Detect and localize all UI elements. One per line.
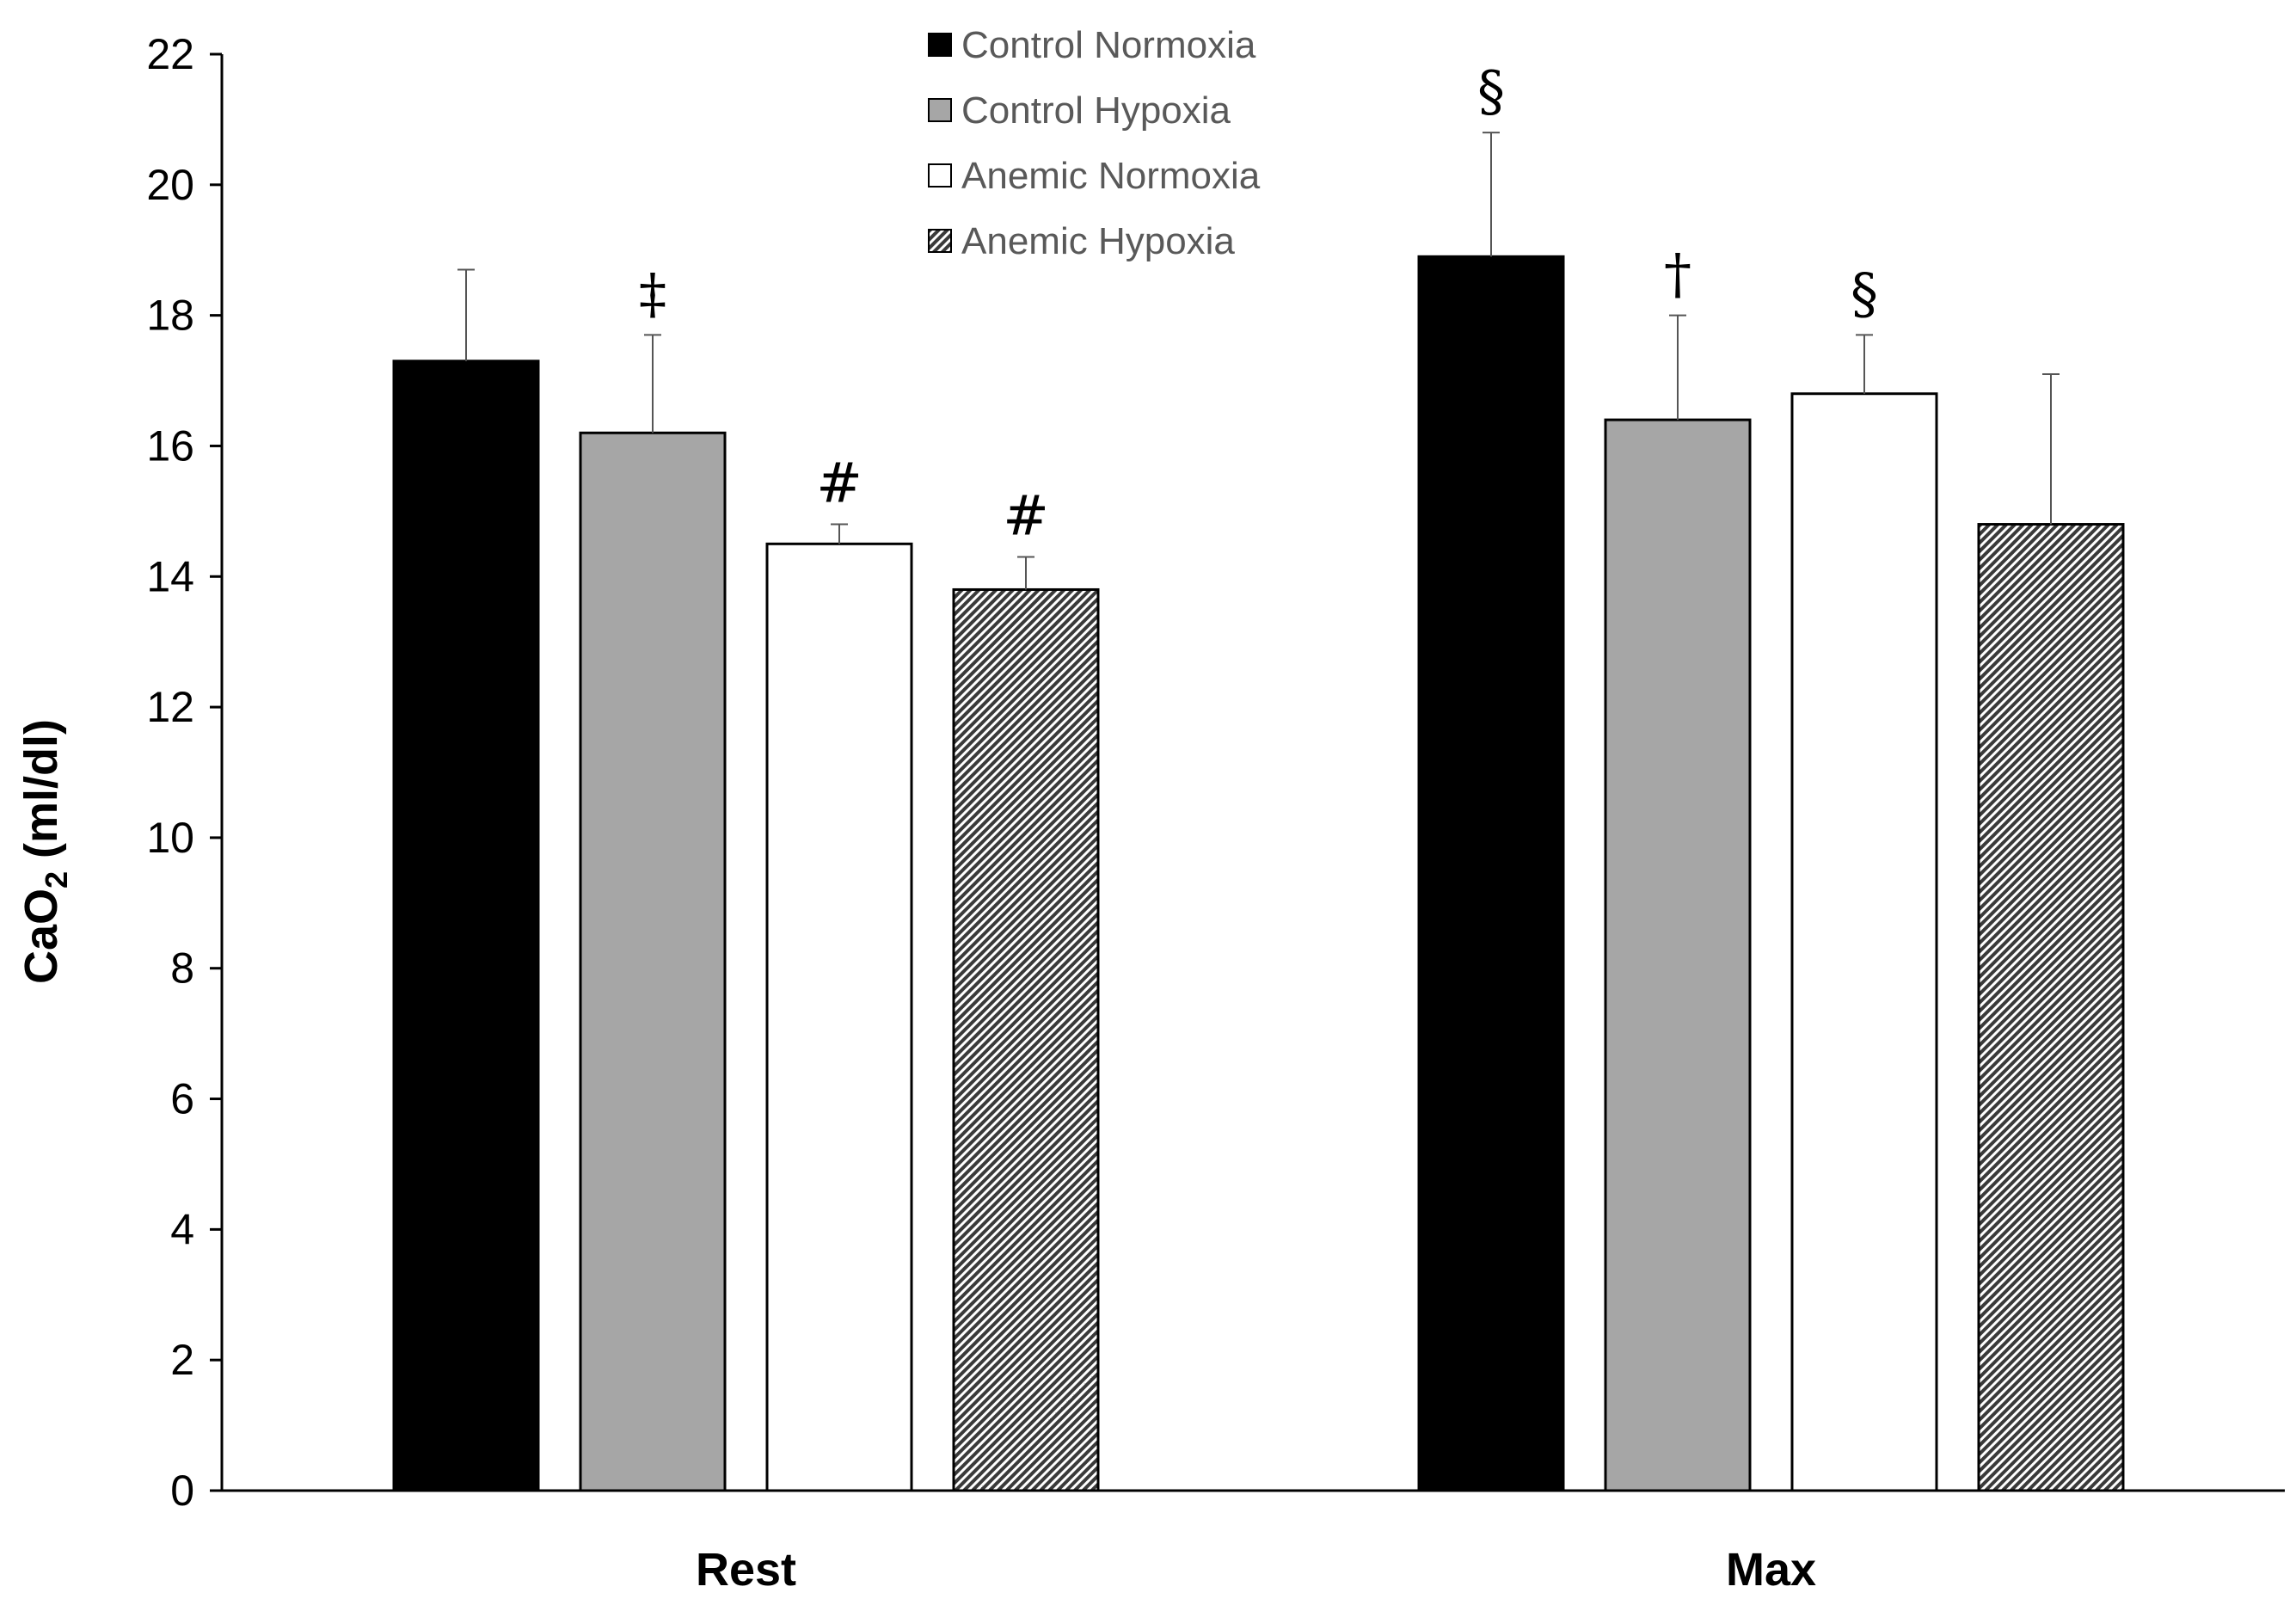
significance-mark: ‡: [639, 262, 666, 326]
legend-label-control-normoxia: Control Normoxia: [961, 24, 1256, 66]
y-tick-label: 6: [170, 1075, 194, 1123]
bar-control-normoxia-rest: [392, 360, 540, 1492]
bar-anemic-normoxia-max: [1790, 392, 1938, 1492]
y-tick-label: 16: [146, 421, 194, 470]
y-tick-label: 22: [146, 30, 194, 78]
bar-control-normoxia-max: [1417, 255, 1565, 1492]
significance-mark: #: [816, 452, 863, 516]
legend: Control Normoxia Control Hypoxia Anemic No…: [928, 24, 1261, 262]
legend-swatch-anemic-hypoxia: [928, 229, 952, 253]
y-tick-label: 20: [146, 161, 194, 209]
legend-label-anemic-normoxia: Anemic Normoxia: [961, 155, 1261, 197]
bar-control-hypoxia-max: [1604, 418, 1752, 1492]
bars: [392, 255, 2125, 1492]
y-tick-label: 10: [146, 814, 194, 862]
bar-anemic-hypoxia-max: [1977, 523, 2125, 1492]
y-tick-label: 2: [170, 1336, 194, 1384]
x-category-label: Rest: [696, 1544, 796, 1596]
y-axis-label-prefix: CaO: [15, 889, 67, 984]
bar-anemic-normoxia-rest: [765, 542, 913, 1492]
x-axis: Rest Max: [222, 1489, 2285, 1596]
x-category-label: Max: [1726, 1544, 1816, 1596]
bar-control-hypoxia-rest: [579, 431, 727, 1492]
legend-swatch-anemic-normoxia: [928, 163, 952, 188]
y-tick-label: 0: [170, 1467, 194, 1515]
significance-mark: §: [1477, 60, 1505, 124]
significance-mark: †: [1664, 243, 1691, 307]
bar-anemic-hypoxia-rest: [952, 587, 1100, 1492]
y-axis: 0 2 4 6 8 10 12 14 16 18 20 22: [146, 30, 224, 1515]
y-tick-label: 12: [146, 683, 194, 731]
y-axis-label: CaO2 (ml/dl): [15, 719, 74, 984]
legend-label-anemic-hypoxia: Anemic Hypoxia: [961, 220, 1235, 262]
y-tick-label: 8: [170, 944, 194, 993]
y-tick-label: 14: [146, 552, 194, 600]
significance-mark: §: [1851, 262, 1878, 326]
legend-swatch-control-normoxia: [928, 33, 952, 57]
y-axis-label-subscript: 2: [39, 871, 74, 889]
y-axis-label-suffix: (ml/dl): [15, 719, 67, 871]
error-bars: [457, 132, 2060, 590]
y-tick-label: 4: [170, 1205, 194, 1253]
legend-swatch-control-hypoxia: [928, 98, 952, 122]
legend-label-control-hypoxia: Control Hypoxia: [961, 89, 1231, 132]
significance-mark: #: [1003, 485, 1049, 549]
significance-marks: ‡ # # § † §: [639, 60, 1878, 548]
y-tick-label: 18: [146, 292, 194, 340]
